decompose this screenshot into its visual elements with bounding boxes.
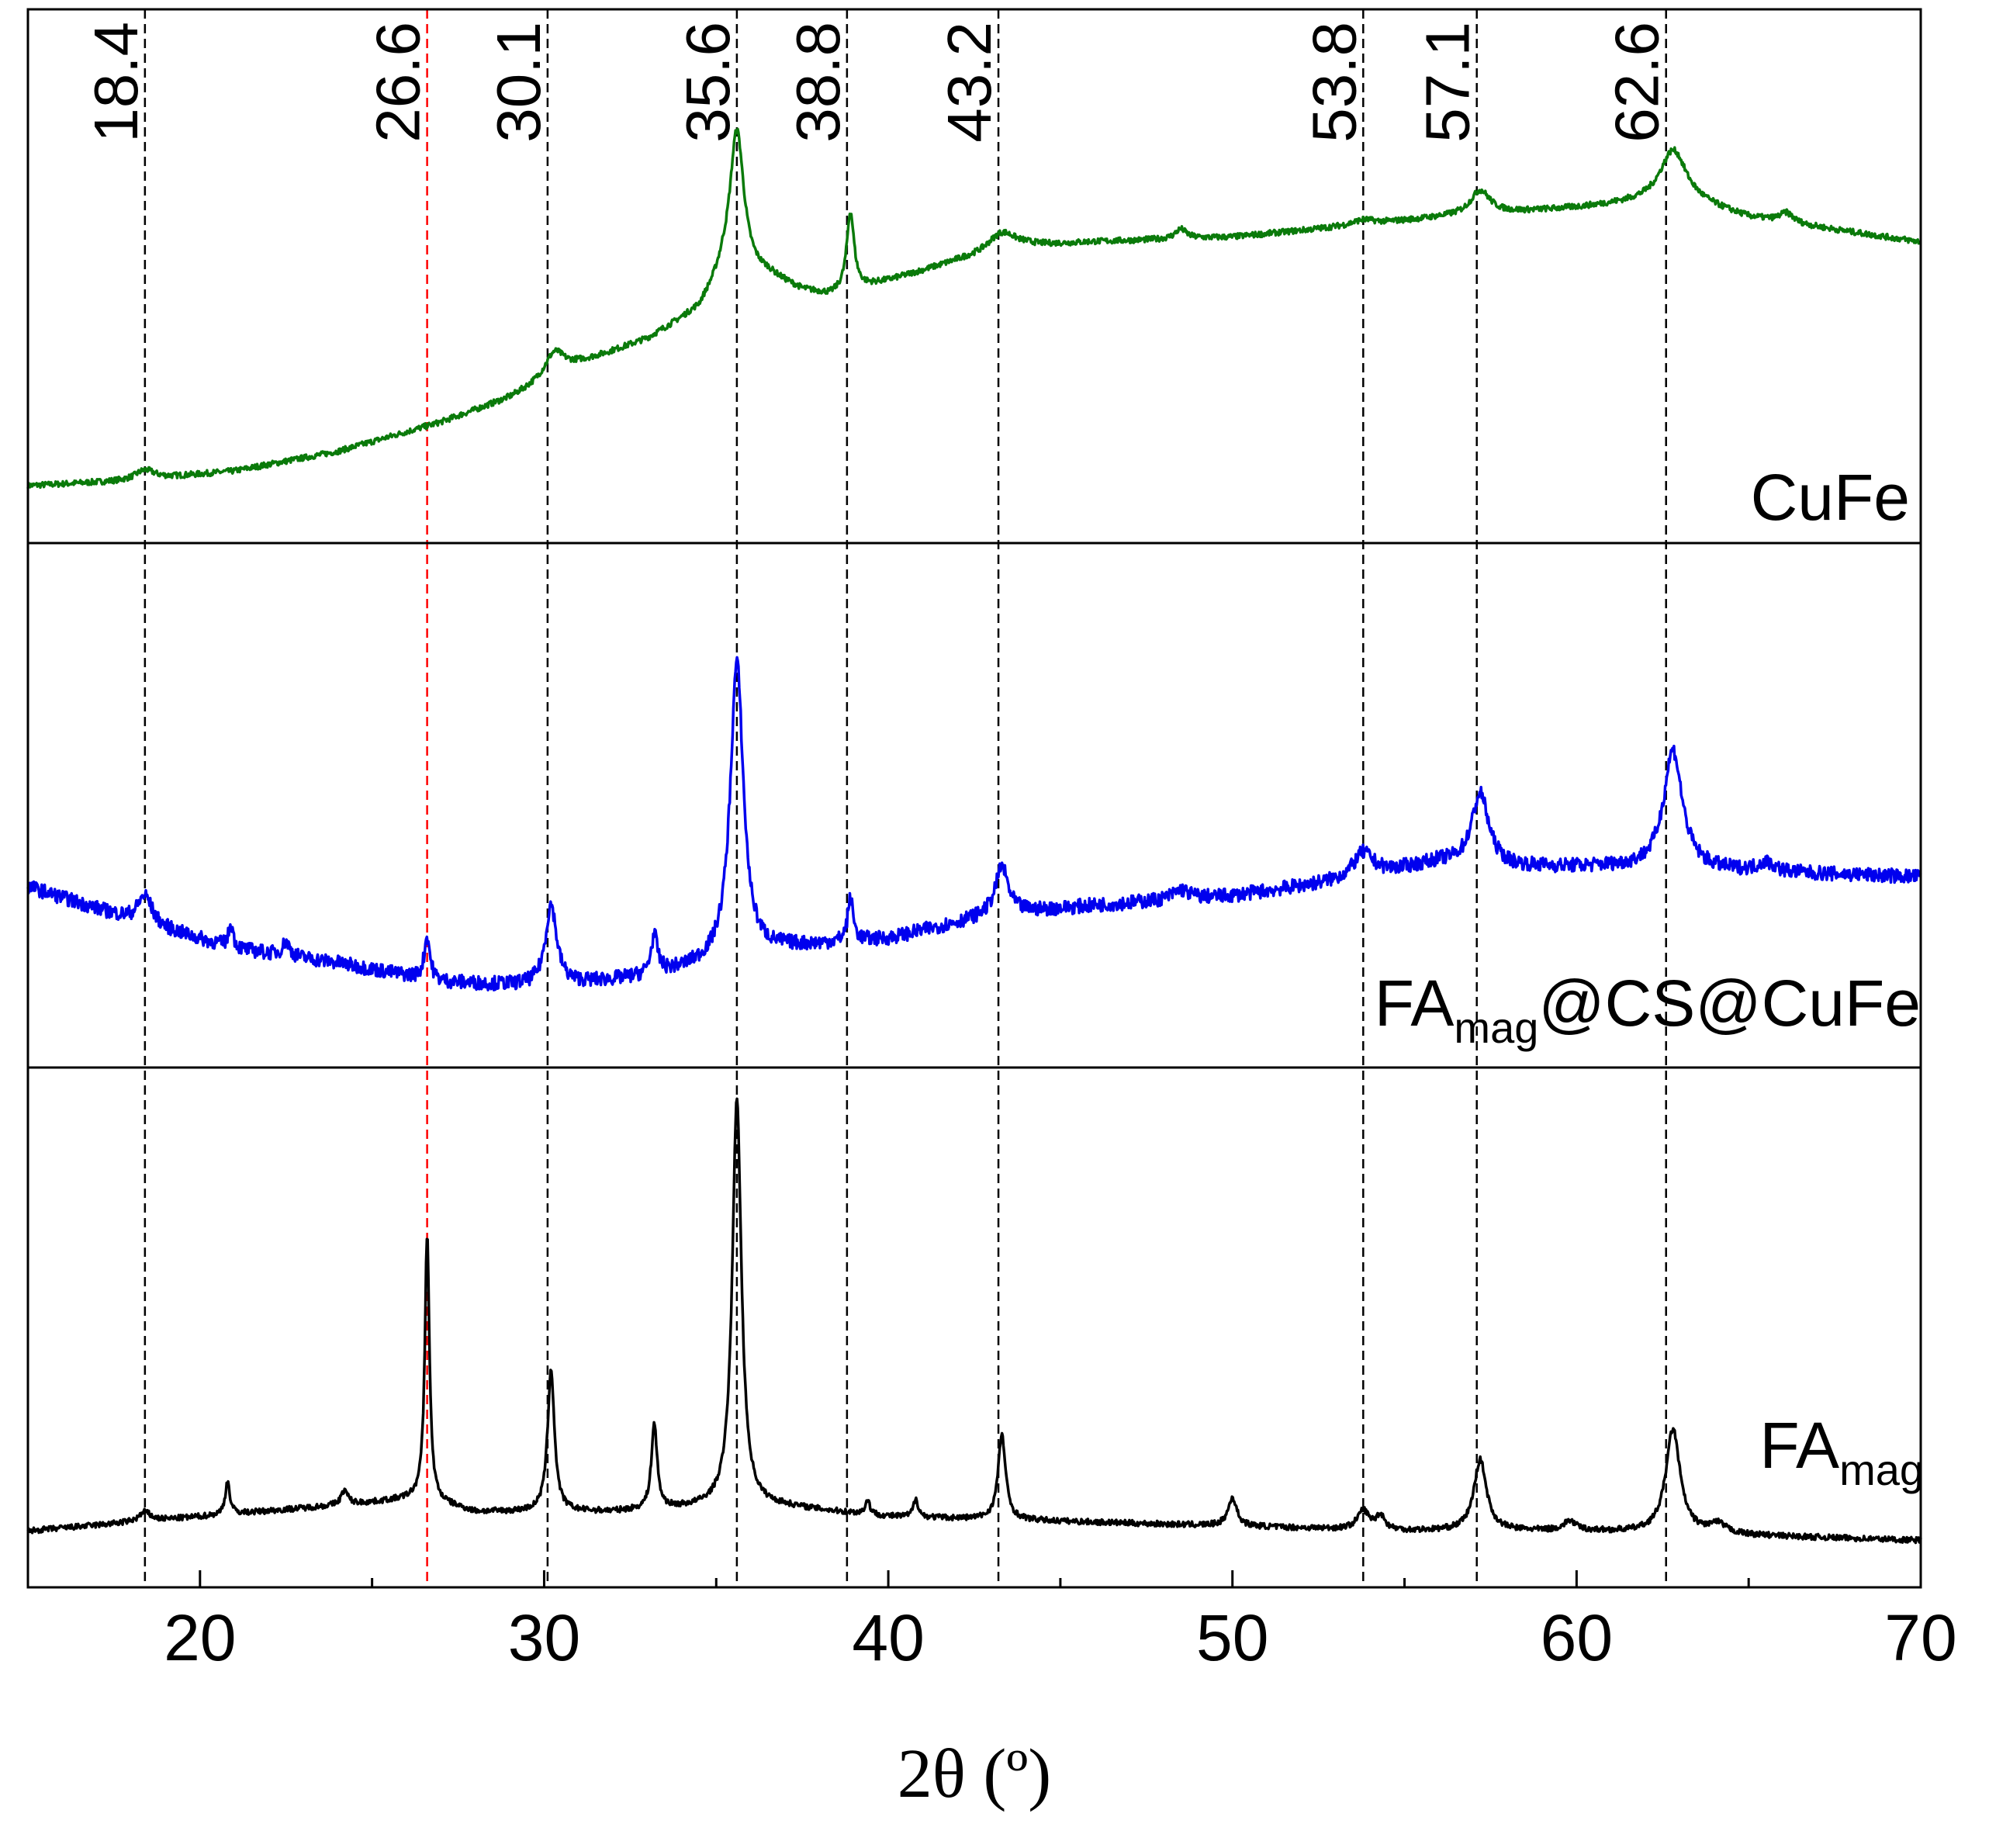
x-tick-label-20: 20	[164, 1601, 236, 1674]
peak-label-53-8: 53.8	[1299, 22, 1368, 143]
reference-lines	[144, 9, 1667, 1587]
series-line-famag	[26, 1097, 1922, 1545]
series-label-famag: FAmag	[1759, 1409, 1924, 1494]
series-label-cufe: CuFe	[1751, 461, 1910, 534]
x-axis: 20 30 40 50 60 70	[26, 1570, 1957, 1674]
x-tick-label-50: 50	[1196, 1601, 1268, 1674]
peak-label-26-6: 26.6	[364, 22, 433, 143]
series-label-famag-cs-cufe: FAmag@CS@CuFe	[1375, 967, 1921, 1052]
plot-frame	[26, 8, 1922, 1589]
peak-label-18-4: 18.4	[81, 22, 150, 143]
x-tick-label-60: 60	[1541, 1601, 1613, 1674]
x-tick-label-40: 40	[852, 1601, 924, 1674]
peak-label-38-8: 38.8	[783, 22, 853, 143]
peak-labels: 18.4 26.6 30.1 35.6 38.8 43.2 53.8 57.1 62.6	[81, 22, 1672, 143]
x-tick-label-30: 30	[508, 1601, 580, 1674]
peak-label-35-6: 35.6	[673, 22, 742, 143]
series-group	[26, 127, 1922, 1545]
peak-label-57-1: 57.1	[1413, 22, 1482, 143]
peak-label-43-2: 43.2	[935, 22, 1004, 143]
peak-label-62-6: 62.6	[1603, 22, 1672, 143]
x-tick-label-70: 70	[1884, 1601, 1956, 1674]
series-line-famag-cs-cufe	[26, 656, 1922, 991]
series-line-cufe	[26, 127, 1922, 490]
peak-label-30-1: 30.1	[484, 22, 553, 143]
x-axis-title: 2θ (º)	[898, 1736, 1051, 1812]
